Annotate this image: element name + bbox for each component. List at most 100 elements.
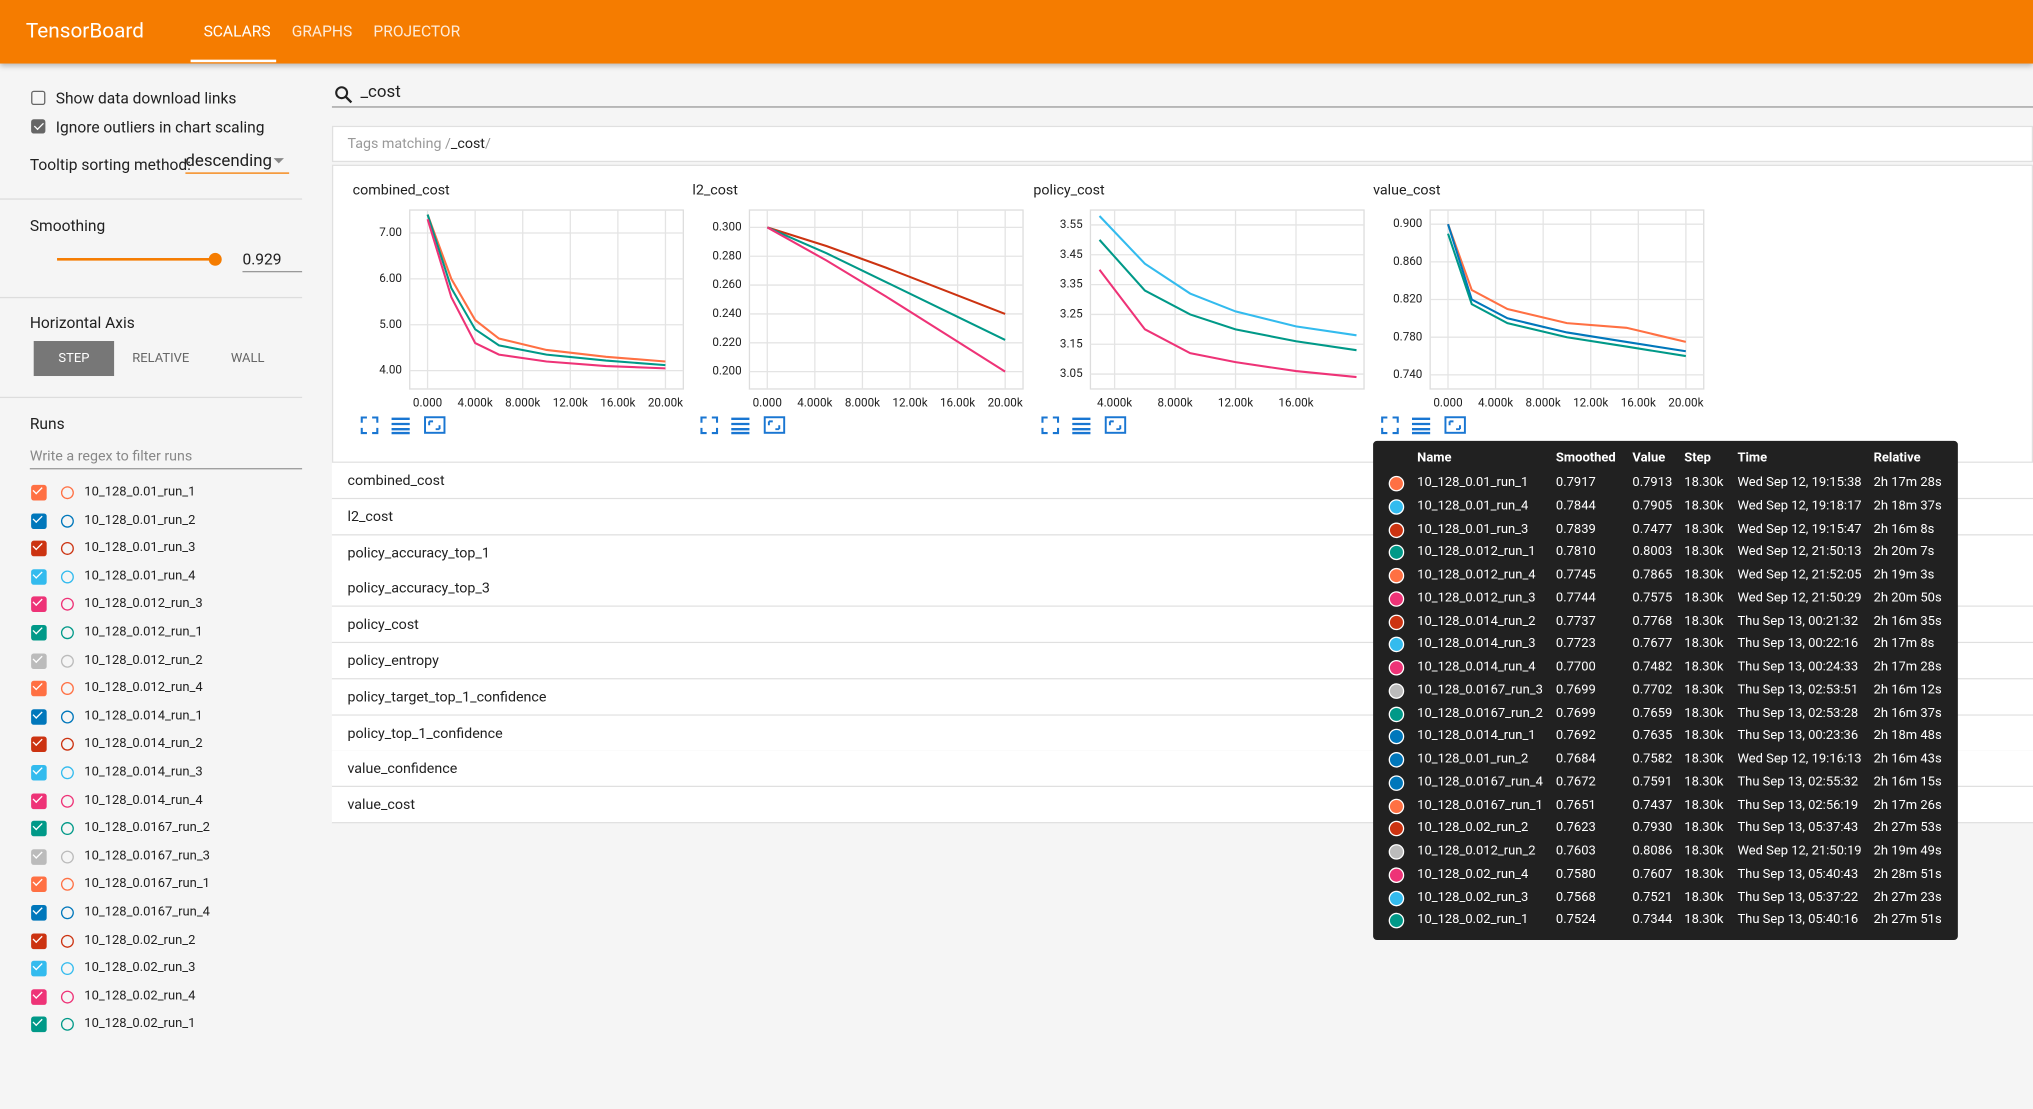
x-tick-label: 20.00k [648, 395, 683, 409]
run-checkbox[interactable] [31, 764, 47, 781]
slider-knob[interactable] [208, 252, 222, 266]
tooltip-cell: 0.7865 [1632, 567, 1673, 583]
run-row: 10_128_0.02_run_4 [31, 988, 290, 1006]
run-checkbox[interactable] [31, 820, 47, 837]
run-row: 10_128_0.02_run_3 [31, 960, 290, 978]
toggle-button[interactable]: STEP [33, 341, 115, 377]
expand-button[interactable] [1381, 416, 1399, 435]
tab[interactable]: PROJECTOR [373, 22, 461, 41]
tooltip-cell: Wed Sep 12, 19:15:47 [1737, 521, 1862, 537]
tooltip-cell: Thu Sep 13, 00:23:36 [1737, 729, 1859, 744]
run-checkbox[interactable] [31, 540, 47, 557]
run-color-ring [60, 906, 74, 920]
run-checkbox[interactable] [31, 512, 47, 529]
series-line [1447, 233, 1687, 358]
tooltip-cell: 10_128_0.02_run_2 [1417, 821, 1529, 836]
run-checkbox[interactable] [31, 961, 47, 977]
dropdown[interactable]: descending [185, 152, 290, 174]
run-checkbox[interactable] [31, 652, 47, 669]
chart-svg: l2_cost 0.200 0.220 0.240 0.260 0.280 0.300 0.0… [692, 182, 1024, 409]
tooltip-cell: 0.7582 [1632, 752, 1673, 767]
series-line [1447, 223, 1687, 353]
x-tick-label: 8.000k [1526, 395, 1561, 409]
run-checkbox[interactable] [31, 877, 47, 893]
run-checkbox[interactable] [31, 680, 47, 697]
expand-button[interactable] [360, 416, 379, 435]
chart-svg: policy_cost 3.05 3.15 3.25 3.35 3.45 3.55 4.000… [1033, 182, 1365, 409]
run-checkbox[interactable] [31, 933, 47, 949]
tooltip-swatch [1388, 659, 1405, 676]
x-tick-label: 4.000k [1097, 395, 1132, 409]
search-input[interactable]: _cost [360, 82, 401, 103]
run-row: 10_128_0.01_run_2 [31, 512, 290, 530]
toggle-button[interactable]: WALL [230, 351, 265, 366]
tooltip-cell: Thu Sep 13, 02:55:32 [1737, 775, 1859, 790]
run-name: 10_128_0.0167_run_4 [84, 905, 210, 920]
run-name: 10_128_0.02_run_1 [84, 1017, 196, 1032]
tooltip-swatch [1388, 705, 1405, 722]
y-tick-label: 0.300 [712, 219, 741, 233]
y-tick-label: 0.280 [712, 248, 741, 262]
y-tick-label: 0.900 [1393, 216, 1422, 230]
run-checkbox[interactable] [31, 624, 47, 641]
tooltip-swatch [1388, 567, 1405, 584]
chart-toolbar [700, 416, 786, 435]
y-tick-label: 3.15 [1060, 336, 1083, 350]
run-checkbox[interactable] [31, 792, 47, 809]
tooltip-cell: 2h 16m 35s [1873, 613, 1942, 629]
search-glyph [335, 86, 353, 104]
run-filter[interactable]: Write a regex to filter runs [29, 447, 303, 470]
run-checkbox[interactable] [31, 708, 47, 725]
tooltip-cell: 0.7913 [1632, 475, 1673, 491]
slider-track[interactable] [57, 258, 216, 261]
fit-domain-button[interactable] [763, 416, 786, 434]
series-line [1098, 215, 1357, 337]
smoothing-input[interactable]: 0.929 [242, 250, 303, 273]
tooltip-cell: 18.30k [1684, 867, 1724, 882]
tooltip-swatch [1388, 498, 1405, 515]
run-checkbox[interactable] [31, 849, 47, 865]
tooltip-cell: 10_128_0.012_run_1 [1417, 544, 1536, 560]
run-checkbox[interactable] [31, 989, 47, 1005]
toggle-log-button[interactable] [731, 417, 750, 435]
series-line [426, 214, 666, 367]
run-name: 10_128_0.014_run_3 [84, 764, 203, 780]
run-checkbox[interactable] [31, 1017, 47, 1033]
fit-domain-button[interactable] [424, 416, 446, 434]
run-color-ring [60, 654, 74, 668]
expand-button[interactable] [700, 416, 719, 435]
chart-svg: value_cost 0.740 0.780 0.820 0.860 0.900 0.000… [1373, 182, 1705, 409]
toggle-button[interactable]: RELATIVE [132, 351, 190, 366]
toggle-log-button[interactable] [1072, 417, 1091, 435]
x-tick-label: 0.000 [753, 395, 782, 409]
tooltip-cell: 2h 20m 50s [1873, 590, 1942, 606]
tooltip-cell: 2h 16m 15s [1873, 775, 1942, 790]
toggle-log-button[interactable] [391, 417, 410, 435]
toggle-log-button[interactable] [1411, 417, 1431, 435]
search-icon [335, 84, 353, 104]
tooltip-cell: 2h 27m 23s [1873, 890, 1942, 905]
sidebar: Show data download links Ignore outliers… [0, 64, 303, 1109]
tab[interactable]: GRAPHS [291, 22, 353, 41]
fit-domain-button[interactable] [1104, 416, 1127, 434]
x-tick-label: 4.000k [1478, 395, 1513, 409]
run-name: 10_128_0.012_run_3 [84, 596, 203, 612]
tooltip-header: Value [1632, 451, 1666, 466]
run-checkbox[interactable] [31, 484, 47, 501]
tooltip-cell: 10_128_0.012_run_3 [1417, 590, 1536, 606]
tooltip-cell: 2h 16m 8s [1873, 521, 1935, 537]
run-color-ring [60, 850, 74, 864]
checkbox[interactable] [31, 119, 46, 134]
expand-button[interactable] [1041, 416, 1060, 435]
checkbox[interactable] [31, 90, 46, 106]
fit-domain-button[interactable] [1444, 416, 1466, 434]
checkbox-label: Ignore outliers in chart scaling [55, 117, 265, 137]
tooltip-cell: 0.7700 [1555, 659, 1596, 675]
run-color-ring [60, 962, 74, 976]
run-color-ring [60, 990, 74, 1004]
run-checkbox[interactable] [31, 568, 47, 585]
run-checkbox[interactable] [31, 736, 47, 753]
tab[interactable]: SCALARS [203, 22, 271, 41]
run-checkbox[interactable] [31, 596, 47, 613]
run-checkbox[interactable] [31, 905, 47, 921]
